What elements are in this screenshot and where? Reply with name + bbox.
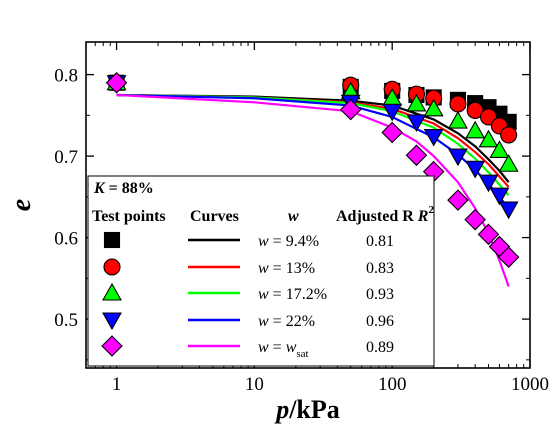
y-axis-title: e [6, 199, 37, 211]
data-point-series-4 [382, 103, 403, 122]
x-axis-label-var: p [274, 395, 289, 424]
legend-header-curves: Curves [190, 208, 239, 225]
plot-frame [85, 41, 531, 369]
x-tick-label: 1 [112, 374, 122, 395]
legend-w-var: w [258, 313, 269, 330]
y-tick-label: 0.8 [54, 66, 78, 87]
x-axis-label-unit: /kPa [288, 395, 340, 424]
data-point-series-5 [105, 71, 128, 94]
data-point-series-3 [448, 110, 468, 129]
legend-marker-3 [102, 282, 122, 301]
data-point-series-2 [449, 95, 467, 113]
legend-header-test-points: Test points [92, 208, 166, 225]
legend-w-value: = 9.4% [269, 233, 319, 250]
legend-w-label-5: w = wsat [258, 339, 309, 360]
data-point-series-4 [489, 187, 510, 206]
legend-header-r2-var: R [414, 208, 429, 225]
legend-title-k: K [93, 180, 106, 197]
legend-w-var-sat: w [286, 339, 297, 356]
data-point-series-3 [498, 154, 519, 172]
data-point-series-2 [500, 126, 518, 144]
data-point-series-3 [406, 93, 427, 112]
data-point-series-4 [448, 148, 468, 167]
fit-curve-series-5 [116, 93, 510, 287]
data-point-series-4 [498, 201, 519, 220]
data-markers [105, 71, 520, 268]
legend-w-value: = 17.2% [269, 286, 327, 303]
legend-marker-5 [101, 335, 123, 357]
data-point-series-5 [464, 208, 486, 231]
legend-w-label-2: w = 13% [258, 260, 315, 277]
data-point-series-5 [381, 121, 403, 144]
data-point-series-4 [423, 128, 444, 147]
legend-header-r2-sup: 2 [428, 204, 434, 216]
axis-ticks: 1 10 100 1000 0.5 0.6 0.7 0.8 [54, 42, 549, 395]
data-point-series-4 [478, 174, 499, 193]
legend-w-label-4: w = 22% [258, 313, 315, 330]
legend-w-value: = 22% [269, 313, 315, 330]
fit-curve-series-1 [116, 93, 510, 183]
x-tick-label: 10 [245, 374, 264, 395]
data-point-series-4 [465, 160, 486, 179]
legend-box [87, 175, 435, 367]
legend-w-label-3: w = 17.2% [258, 286, 327, 303]
legend-r2-value-5: 0.89 [366, 339, 394, 356]
legend-w-var: w [258, 260, 269, 277]
y-tick-label: 0.6 [54, 229, 78, 250]
legend-r2-value-3: 0.93 [366, 286, 394, 303]
legend-w-label-1: w = 9.4% [258, 233, 319, 250]
legend-marker-4 [102, 312, 122, 331]
legend-r2-value-1: 0.81 [366, 233, 394, 250]
legend-w-subscript: sat [296, 348, 308, 360]
legend-header-w: w [288, 208, 299, 225]
legend-w-var: w [258, 339, 269, 356]
x-tick-label: 100 [378, 374, 407, 395]
legend-header-r2-text: Adjusted R [336, 208, 414, 225]
legend: K = 88% Test points Curves w Adjusted R … [87, 175, 435, 367]
x-tick-label: 1000 [511, 374, 549, 395]
data-point-series-5 [477, 223, 500, 246]
data-point-series-4 [406, 114, 427, 132]
legend-marker-2 [103, 258, 121, 276]
data-point-series-3 [423, 98, 444, 117]
legend-marker-1 [103, 231, 121, 249]
legend-w-var: w [258, 233, 269, 250]
y-tick-label: 0.5 [54, 310, 78, 331]
data-point-series-5 [339, 98, 362, 121]
data-point-series-5 [447, 189, 469, 211]
data-point-series-3 [478, 129, 499, 148]
legend-rows: w = 9.4% 0.81 w = 13% 0.83 w = 17.2% 0.93 w = … [101, 231, 394, 360]
data-point-series-3 [489, 140, 510, 158]
data-point-series-5 [405, 144, 428, 167]
y-axis-label: e [6, 199, 37, 211]
legend-w-value: = 13% [269, 260, 315, 277]
legend-title-value: = 88% [105, 180, 154, 197]
legend-r2-value-2: 0.83 [366, 260, 394, 277]
legend-w-var: w [258, 286, 269, 303]
legend-header-r2: Adjusted R R2 [336, 204, 434, 225]
legend-w-value: = [269, 339, 286, 356]
legend-title: K = 88% [93, 180, 154, 197]
y-tick-label: 0.7 [54, 147, 78, 168]
data-point-series-3 [465, 120, 486, 139]
legend-r2-value-4: 0.96 [366, 313, 394, 330]
x-axis-label: p/kPa [274, 395, 340, 424]
data-point-series-5 [497, 246, 520, 268]
